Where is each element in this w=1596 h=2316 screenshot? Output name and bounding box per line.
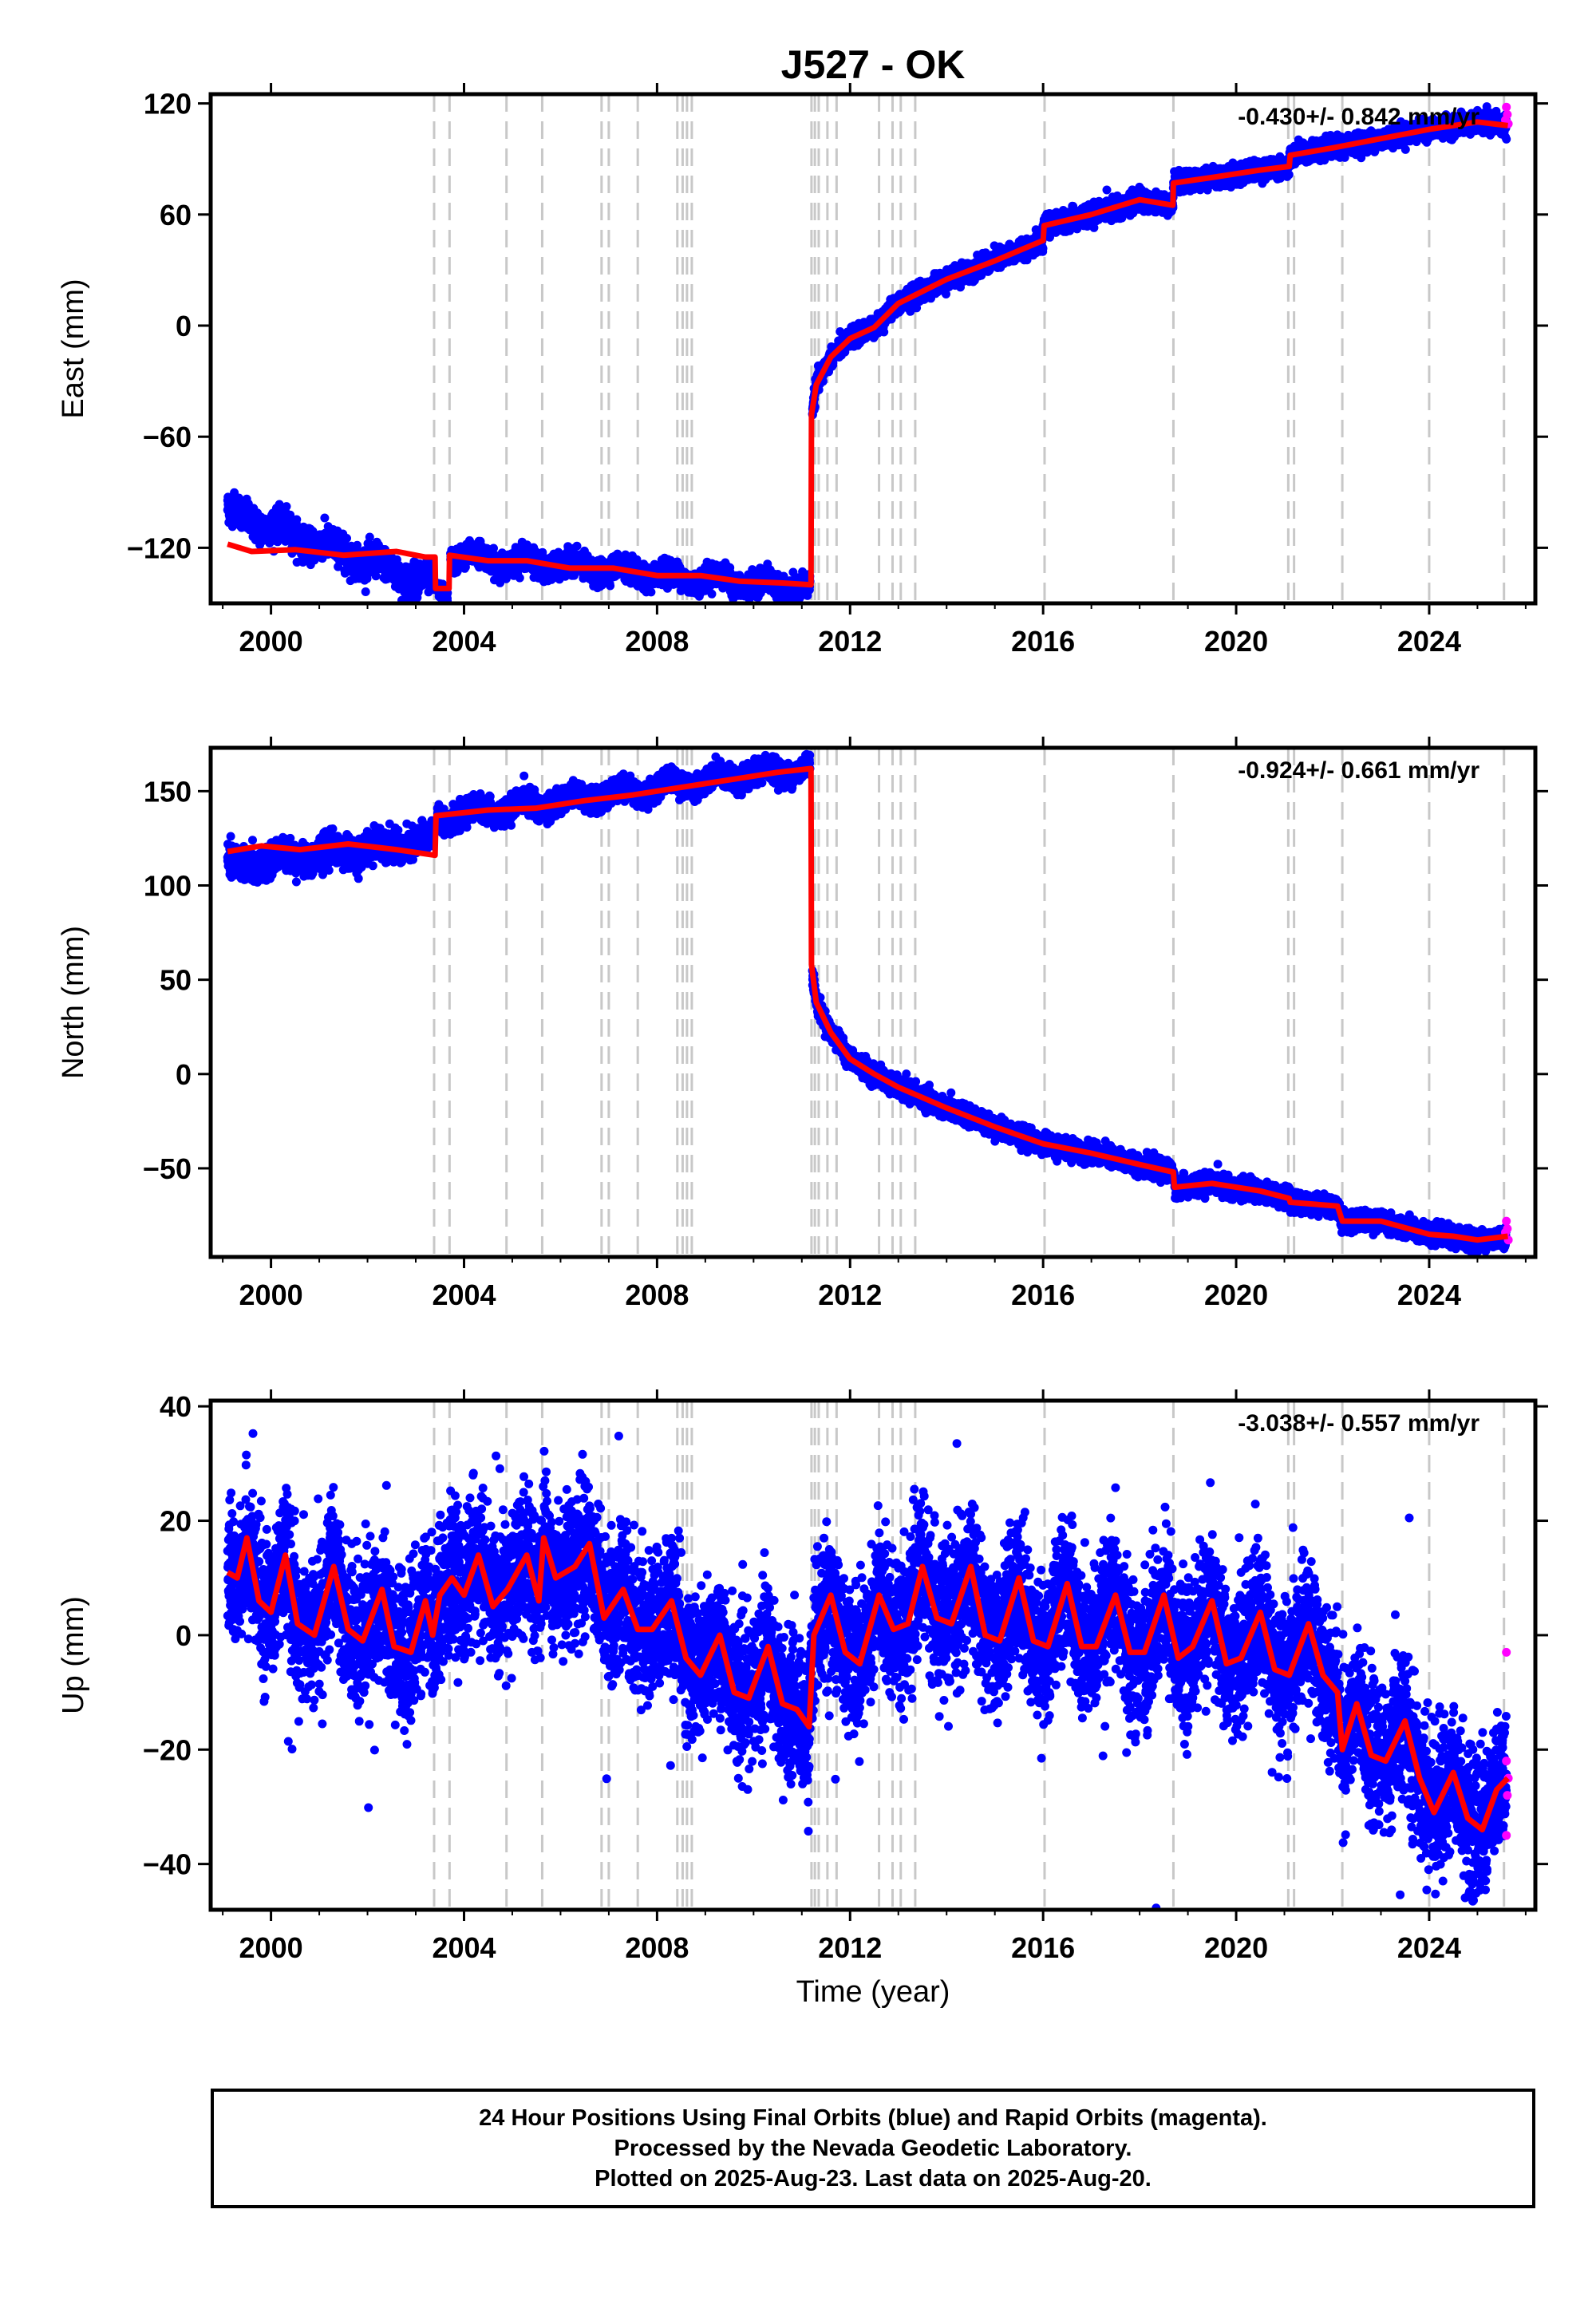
caption-line-2: Processed by the Nevada Geodetic Laborat… (614, 2133, 1132, 2164)
figure-title: J527 - OK (781, 42, 966, 87)
x-tick-label: 2000 (239, 625, 303, 658)
x-tick-label: 2016 (1011, 1931, 1075, 1964)
panel-east: 2000 2004 2008 2012 2016 2020 2024 −120 −60 0 60 12… (57, 83, 1548, 658)
y-tick-label: 120 (144, 88, 192, 121)
y-axis-label: East (mm) (57, 279, 90, 418)
x-tick-label: 2016 (1011, 625, 1075, 658)
x-tick-label: 2020 (1204, 1279, 1268, 1311)
x-tick-label: 2008 (625, 625, 689, 658)
velocity-rate-label: -0.430+/- 0.842 mm/yr (1238, 104, 1479, 130)
x-tick-label: 2008 (625, 1931, 689, 1964)
y-tick-label: 20 (160, 1505, 192, 1538)
x-tick-label: 2004 (432, 1279, 496, 1311)
y-tick-label: −50 (143, 1152, 192, 1185)
caption-line-1: 24 Hour Positions Using Final Orbits (bl… (479, 2103, 1267, 2133)
panel-north: 2000 2004 2008 2012 2016 2020 2024 −50 0 50 100 150… (57, 737, 1548, 1311)
y-tick-label: 0 (176, 1619, 192, 1652)
x-tick-label: 2004 (432, 625, 496, 658)
x-tick-label: 2000 (239, 1279, 303, 1311)
y-axis-label: Up (mm) (57, 1596, 90, 1714)
plot-area-east (223, 94, 1513, 609)
velocity-rate-label: -0.924+/- 0.661 mm/yr (1238, 757, 1479, 784)
caption-line-3: Plotted on 2025-Aug-23. Last data on 202… (595, 2164, 1152, 2194)
y-tick-label: 0 (176, 1058, 192, 1091)
x-tick-label: 2024 (1397, 1931, 1461, 1964)
x-tick-label: 2000 (239, 1931, 303, 1964)
y-tick-label: 150 (144, 775, 192, 808)
panel-up: 2000 2004 2008 2012 2016 2020 2024 −40 −20 0 20 40 U… (57, 1333, 1548, 2006)
x-tick-label: 2012 (818, 625, 882, 658)
x-tick-label: 2012 (818, 1279, 882, 1311)
y-tick-label: 50 (160, 964, 192, 997)
x-tick-label: 2016 (1011, 1279, 1075, 1311)
x-tick-label: 2020 (1204, 625, 1268, 658)
final-orbit-points (223, 750, 1511, 1259)
caption-box: 24 Hour Positions Using Final Orbits (bl… (211, 2089, 1535, 2208)
x-tick-label: 2024 (1397, 625, 1461, 658)
plot-frame (211, 94, 1535, 603)
y-tick-label: −60 (143, 421, 192, 453)
x-tick-label: 2004 (432, 1931, 496, 1964)
x-tick-label: 2012 (818, 1931, 882, 1964)
plot-area-north (223, 748, 1513, 1259)
y-tick-label: −20 (143, 1733, 192, 1766)
final-orbit-points (223, 102, 1511, 609)
x-axis-label: Time (year) (796, 1975, 950, 2009)
velocity-rate-label: -3.038+/- 0.557 mm/yr (1238, 1410, 1479, 1437)
y-tick-label: −120 (127, 532, 192, 564)
y-tick-label: 100 (144, 869, 192, 902)
x-tick-label: 2024 (1397, 1279, 1461, 1311)
y-axis-label: North (mm) (57, 926, 90, 1079)
y-tick-label: 0 (176, 310, 192, 342)
y-tick-label: −40 (143, 1848, 192, 1881)
x-tick-label: 2008 (625, 1279, 689, 1311)
x-tick-label: 2020 (1204, 1931, 1268, 1964)
panels: 2000 2004 2008 2012 2016 2020 2024−120−6006012… (57, 83, 1548, 2007)
model-line (227, 122, 1507, 589)
y-tick-label: 40 (160, 1390, 192, 1423)
y-tick-label: 60 (160, 199, 192, 231)
